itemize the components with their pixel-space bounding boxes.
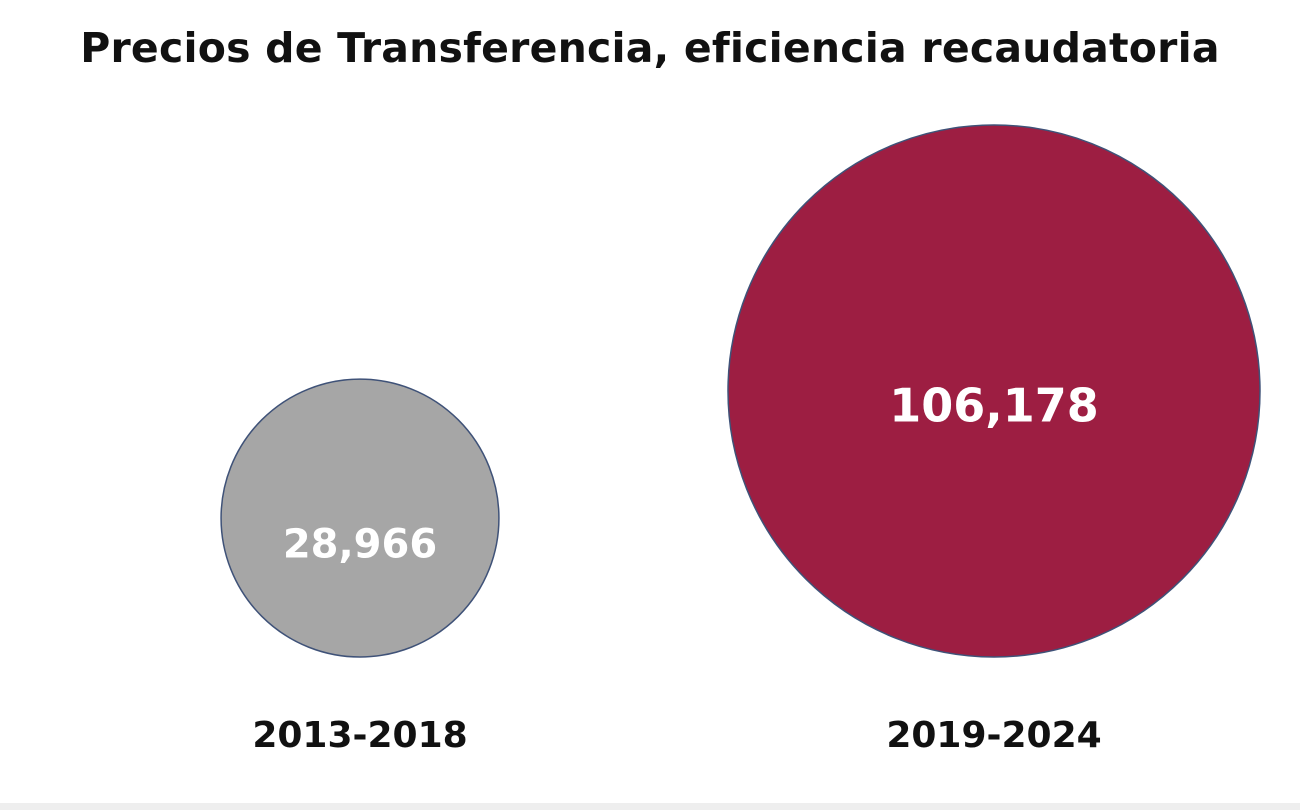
bubble-2013-2018 (220, 378, 500, 658)
category-label-2019-2024: 2019-2024 (886, 715, 1101, 756)
value-label-2019-2024: 106,178 (889, 379, 1099, 433)
value-label-2013-2018: 28,966 (283, 521, 437, 567)
chart-title: Precios de Transferencia, eficiencia rec… (80, 24, 1220, 72)
bubble-2019-2024 (727, 124, 1261, 658)
bottom-divider (0, 803, 1300, 810)
category-label-2013-2018: 2013-2018 (252, 715, 467, 756)
